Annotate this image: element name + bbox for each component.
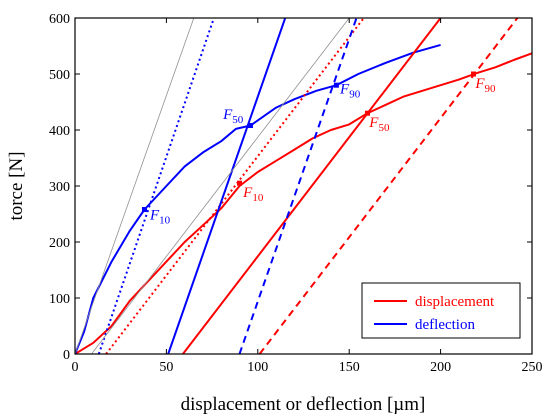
- force-marker-4: [364, 110, 370, 116]
- reference-line-4: [105, 18, 365, 354]
- legend-label-displacement: displacement: [415, 294, 495, 310]
- y-tick-label-0: 0: [63, 348, 70, 363]
- y-tick-label-400: 400: [49, 124, 70, 139]
- force-marker-0: [141, 207, 147, 213]
- series-displacement: [75, 52, 532, 354]
- reference-line-5: [167, 18, 287, 354]
- legend-label-deflection: deflection: [415, 317, 475, 333]
- force-label-5: F90: [474, 76, 496, 95]
- y-tick-label-100: 100: [49, 292, 70, 307]
- tick-layer: 0 50 100 150 200 250 0 100 200 300 400 500 600: [49, 12, 543, 375]
- y-tick-label-200: 200: [49, 236, 70, 251]
- y-tick-label-500: 500: [49, 68, 70, 83]
- reference-line-2: [182, 18, 442, 354]
- x-tick-label-150: 150: [339, 360, 360, 375]
- x-tick-label-50: 50: [159, 360, 173, 375]
- x-tick-label-200: 200: [430, 360, 451, 375]
- x-tick-label-250: 250: [522, 360, 543, 375]
- y-tick-label-300: 300: [49, 180, 70, 195]
- force-marker-2: [333, 82, 339, 88]
- marker-layer: [141, 71, 477, 213]
- force-label-3: F10: [242, 185, 264, 204]
- y-axis-label: torce [N]: [6, 151, 27, 220]
- force-marker-3: [237, 180, 243, 186]
- reference-line-9: [91, 18, 350, 354]
- legend-box: [361, 282, 521, 339]
- annotation-layer: F10 F50 F90 F10 F50 F90: [149, 76, 496, 227]
- x-axis-label: displacement or deflection [µm]: [181, 394, 426, 415]
- force-label-0: F10: [149, 208, 171, 227]
- force-label-1: F50: [222, 107, 244, 126]
- force-label-4: F50: [368, 115, 390, 134]
- reference-line-7: [97, 18, 215, 354]
- force-marker-1: [247, 123, 253, 129]
- x-tick-label-100: 100: [247, 360, 268, 375]
- series-deflection: [75, 43, 441, 354]
- x-tick-label-0: 0: [72, 360, 79, 375]
- force-marker-5: [471, 71, 477, 77]
- reference-line-8: [75, 18, 195, 354]
- force-label-2: F90: [339, 82, 361, 101]
- legend: displacement deflection: [361, 282, 521, 339]
- y-tick-label-600: 600: [49, 12, 70, 27]
